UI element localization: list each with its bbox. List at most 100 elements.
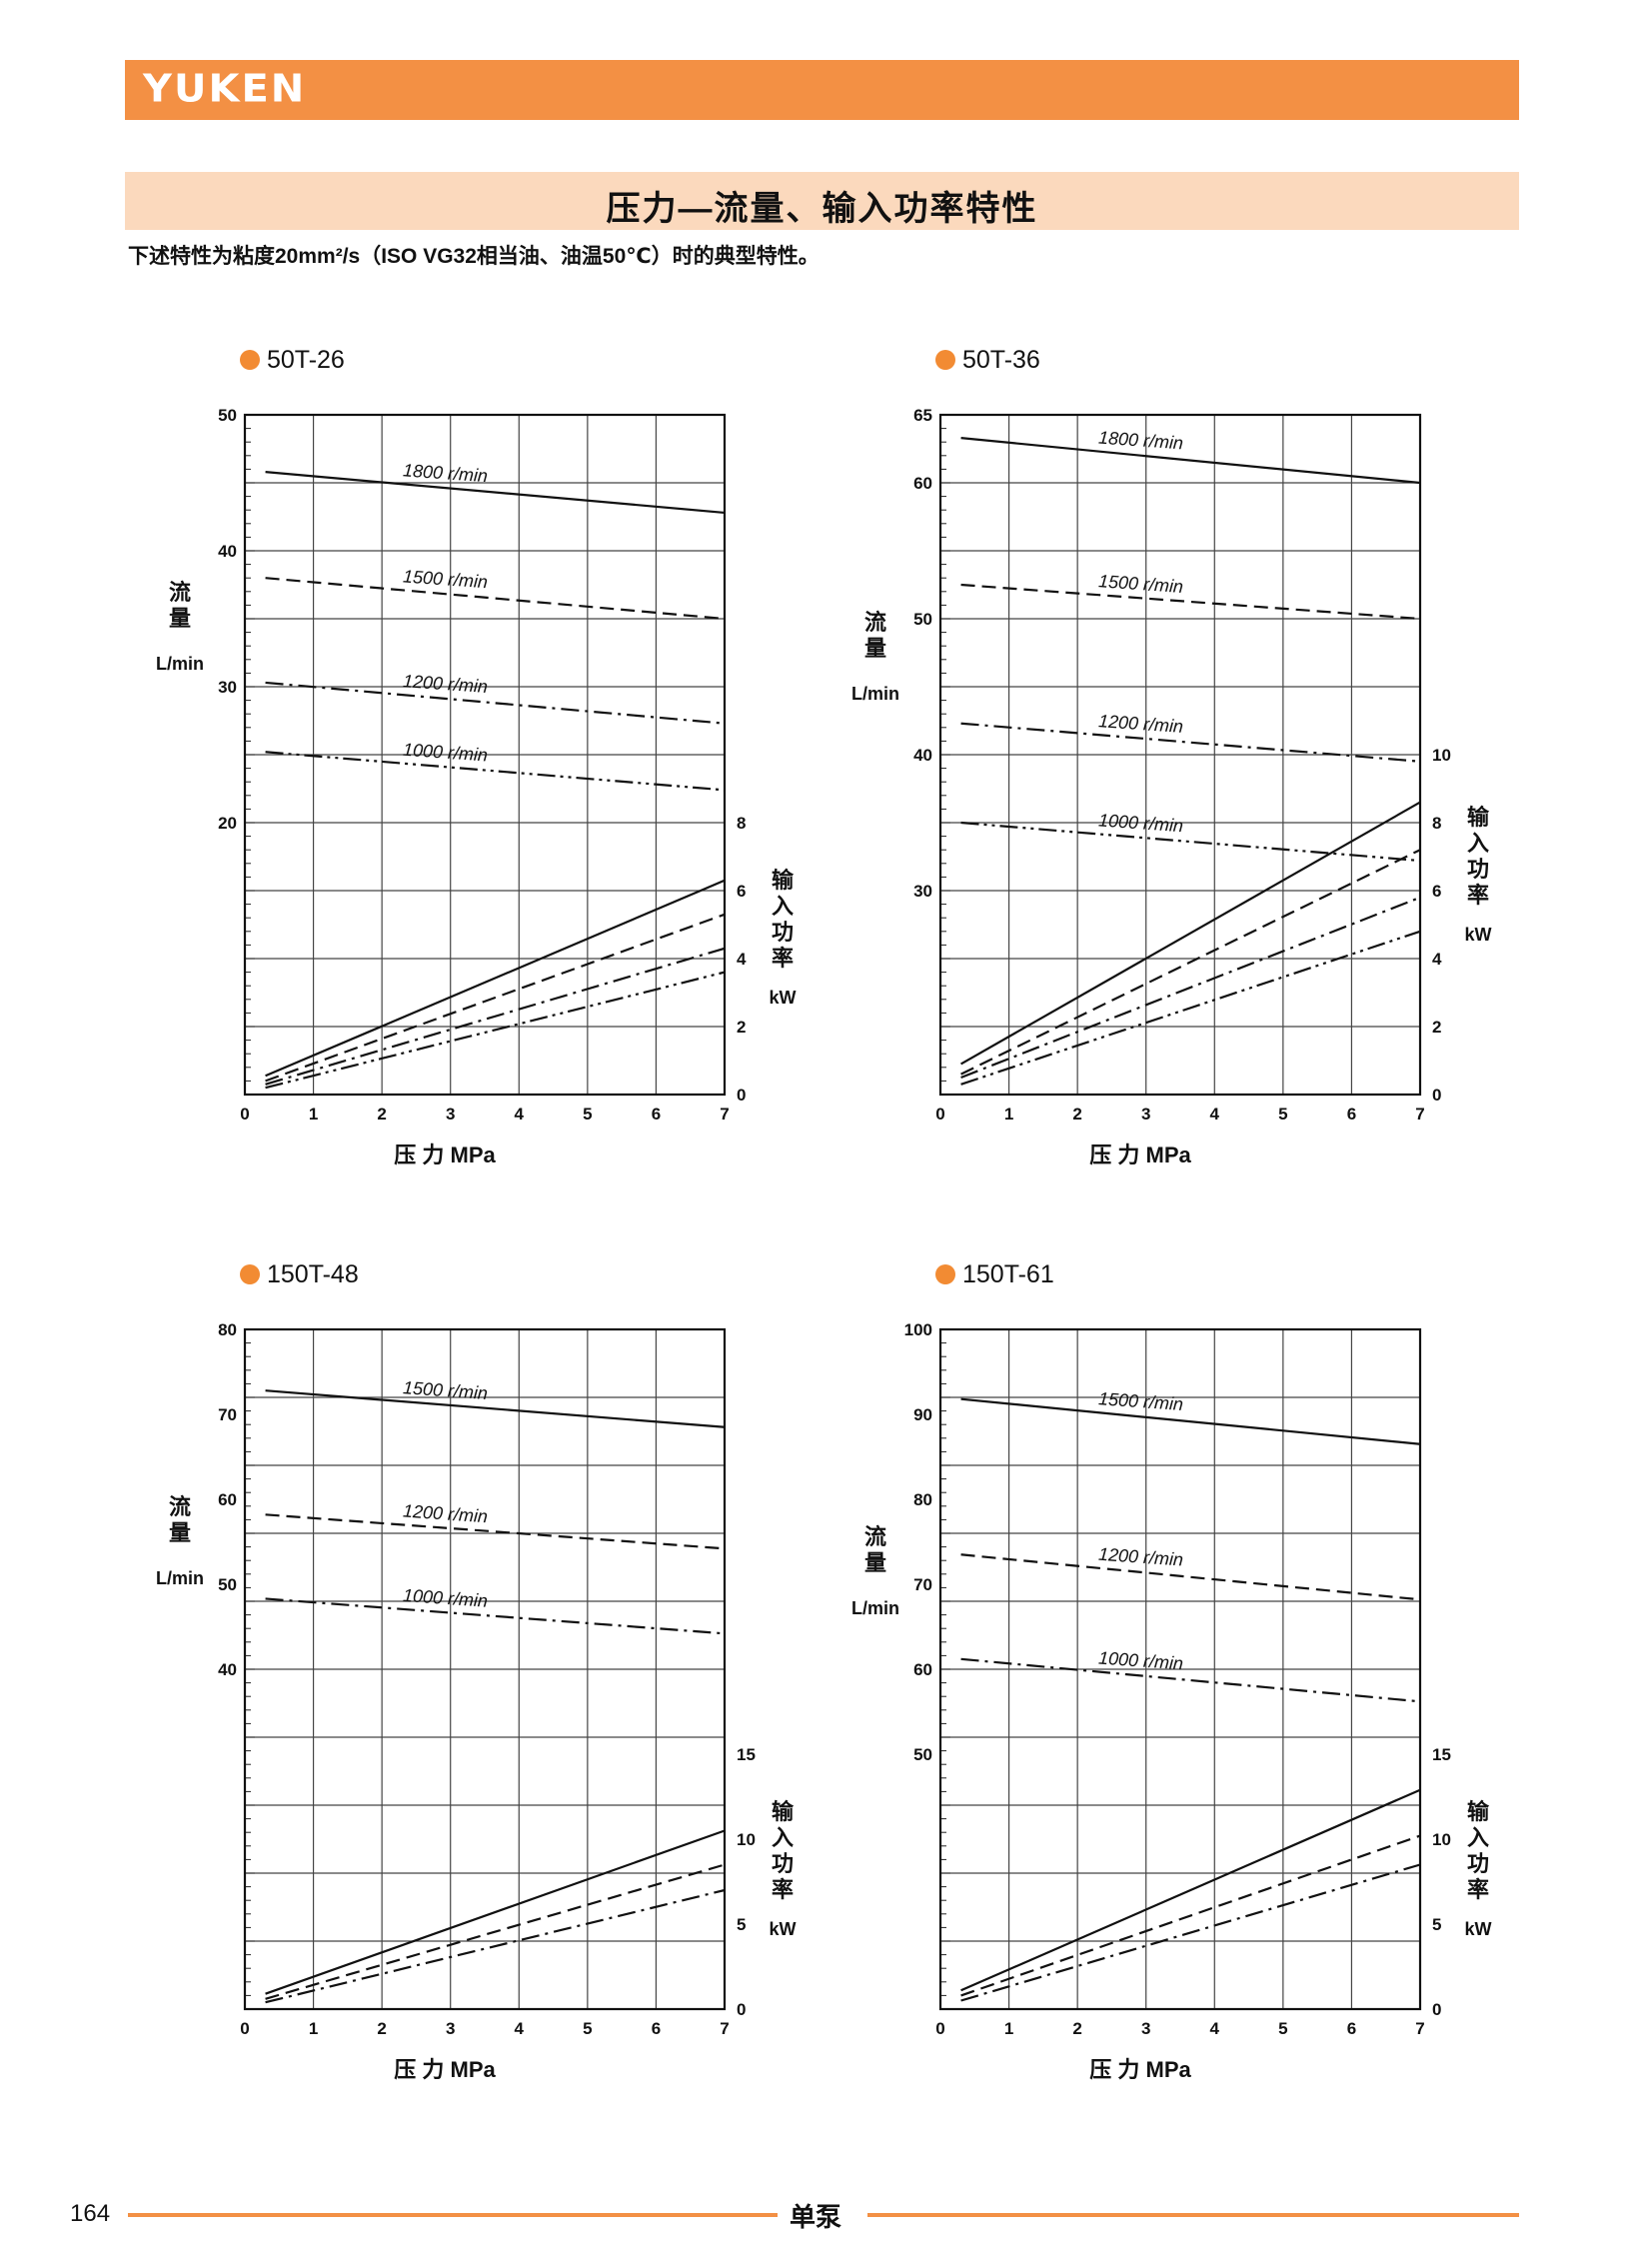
bullet-dot-icon [240, 1264, 260, 1284]
y2-tick-label: 0 [1432, 1086, 1441, 1105]
x-tick-label: 7 [1415, 2019, 1424, 2038]
x-tick-label: 5 [1278, 1105, 1287, 1124]
y-tick-label: 50 [913, 1745, 932, 1764]
x-tick-label: 3 [1141, 2019, 1150, 2038]
flow-line [265, 471, 726, 515]
flow-line-label: 1500 r/min [1097, 1388, 1183, 1414]
y2-tick-label: 4 [737, 950, 747, 969]
y-tick-label: 60 [913, 1660, 932, 1679]
x-tick-label: 4 [515, 1105, 525, 1124]
x-tick-label: 0 [935, 1105, 944, 1124]
y2-axis-label-char: 率 [1467, 883, 1489, 908]
flow-line-label: 1500 r/min [402, 566, 488, 592]
y2-tick-label: 0 [737, 2000, 746, 2019]
power-line [960, 896, 1421, 1080]
power-line [960, 801, 1421, 1066]
y2-axis-label-char: 输 [772, 868, 795, 893]
y-tick-label: 50 [913, 610, 932, 629]
footer-rule-left [128, 2213, 778, 2217]
y-tick-label: 30 [913, 882, 932, 901]
y-axis-unit: L/min [851, 684, 899, 704]
x-tick-label: 5 [1278, 2019, 1287, 2038]
y-tick-label: 40 [218, 542, 237, 561]
y2-axis-label-char: 输 [1467, 1799, 1490, 1824]
page-number: 164 [70, 2200, 111, 2227]
y2-tick-label: 6 [737, 882, 746, 901]
y2-tick-label: 10 [737, 1830, 756, 1849]
y2-tick-label: 6 [1432, 882, 1441, 901]
flow-line [960, 437, 1421, 485]
flow-line [960, 583, 1421, 621]
y2-axis-label-char: 入 [1467, 1825, 1489, 1850]
x-tick-label: 6 [1347, 2019, 1356, 2038]
y2-axis-label-char: 率 [772, 1877, 794, 1902]
y-tick-label: 70 [913, 1575, 932, 1594]
y-tick-label: 20 [218, 814, 237, 833]
flow-line [960, 1657, 1421, 1703]
page-title: 压力—流量、输入功率特性 [606, 190, 1038, 228]
x-axis-label: 压 力 MPa [1089, 2057, 1191, 2082]
y-tick-label: 65 [913, 406, 932, 425]
plot-frame [938, 413, 1422, 1097]
flow-line [960, 1397, 1421, 1445]
header-bar: YUKEN [125, 60, 1519, 120]
y-tick-label: 40 [913, 746, 932, 765]
footer-section-label: 单泵 [790, 2202, 842, 2232]
flow-line [265, 751, 726, 792]
power-line [265, 913, 726, 1083]
bullet-dot-icon [240, 350, 260, 370]
chart-150t-61: 0 1 2 3 4 5 6 7 50 60 70 80 90 100 0 5 10 15 压 力 MPa 流量 L/mi… [851, 1320, 1492, 2082]
y2-axis-label-char: 率 [1467, 1877, 1489, 1902]
power-line [960, 930, 1421, 1086]
flow-line-label: 1200 r/min [1097, 1544, 1183, 1570]
y2-axis-label-char: 入 [1467, 831, 1489, 856]
flow-line [960, 821, 1421, 863]
power-line [960, 1863, 1421, 2002]
y-tick-label: 80 [913, 1490, 932, 1509]
section-title-band: 压力—流量、输入功率特性 [125, 172, 1519, 230]
x-axis-label: 压 力 MPa [394, 1142, 496, 1167]
flow-line-label: 1200 r/min [402, 671, 488, 697]
y2-tick-label: 15 [737, 1745, 756, 1764]
x-axis-label: 压 力 MPa [1089, 1142, 1191, 1167]
plot-frame [243, 413, 727, 1097]
power-line [960, 849, 1421, 1076]
x-tick-label: 1 [1004, 1105, 1013, 1124]
x-tick-label: 2 [377, 2019, 386, 2038]
page-subtitle: 下述特性为粘度20mm²/s（ISO VG32相当油、油温50℃）时的典型特性。 [128, 245, 820, 268]
flow-line-label: 1800 r/min [1097, 428, 1183, 454]
chart-title-text: 150T-61 [962, 1260, 1054, 1288]
chart-50t-36: 0 1 2 3 4 5 6 7 30 40 50 60 65 0 2 4 6 8 10 压 力 MPa 流量 L/min 输… [851, 406, 1492, 1167]
y-axis-unit: L/min [156, 1568, 204, 1588]
x-tick-label: 4 [515, 2019, 525, 2038]
x-tick-label: 0 [240, 2019, 249, 2038]
y-tick-label: 100 [904, 1320, 932, 1339]
power-line [960, 1834, 1421, 1997]
y2-axis-label-char: 功 [772, 1851, 794, 1876]
x-tick-label: 7 [720, 2019, 729, 2038]
chart-title-text: 50T-36 [962, 346, 1040, 374]
x-tick-label: 5 [583, 2019, 592, 2038]
chart-title-150t-48: 150T-48 [240, 1260, 359, 1289]
x-tick-label: 3 [1141, 1105, 1150, 1124]
power-line [265, 947, 726, 1086]
flow-line-label: 1000 r/min [402, 740, 488, 766]
y-axis-label-char: 流 [169, 1494, 191, 1519]
y-axis-label-char: 量 [864, 636, 886, 661]
bullet-dot-icon [935, 350, 955, 370]
chart-title-50t-26: 50T-26 [240, 346, 345, 375]
x-tick-label: 2 [1072, 2019, 1081, 2038]
x-axis-label: 压 力 MPa [394, 2057, 496, 2082]
y2-axis-unit: kW [770, 1919, 797, 1939]
y-tick-label: 90 [913, 1405, 932, 1424]
flow-line-label: 1800 r/min [402, 460, 488, 486]
flow-line [265, 1513, 726, 1550]
chart-title-text: 50T-26 [267, 346, 345, 374]
x-tick-label: 7 [1415, 1105, 1424, 1124]
chart-150t-48: 0 1 2 3 4 5 6 7 40 50 60 70 80 0 5 10 15 压 力 MPa 流量 L/min 输入… [156, 1320, 797, 2082]
x-tick-label: 0 [935, 2019, 944, 2038]
y2-axis-label-char: 入 [772, 894, 794, 919]
y2-axis-label-char: 输 [1467, 805, 1490, 830]
y2-axis-label-char: 功 [1467, 857, 1489, 882]
power-line [265, 1829, 726, 1995]
